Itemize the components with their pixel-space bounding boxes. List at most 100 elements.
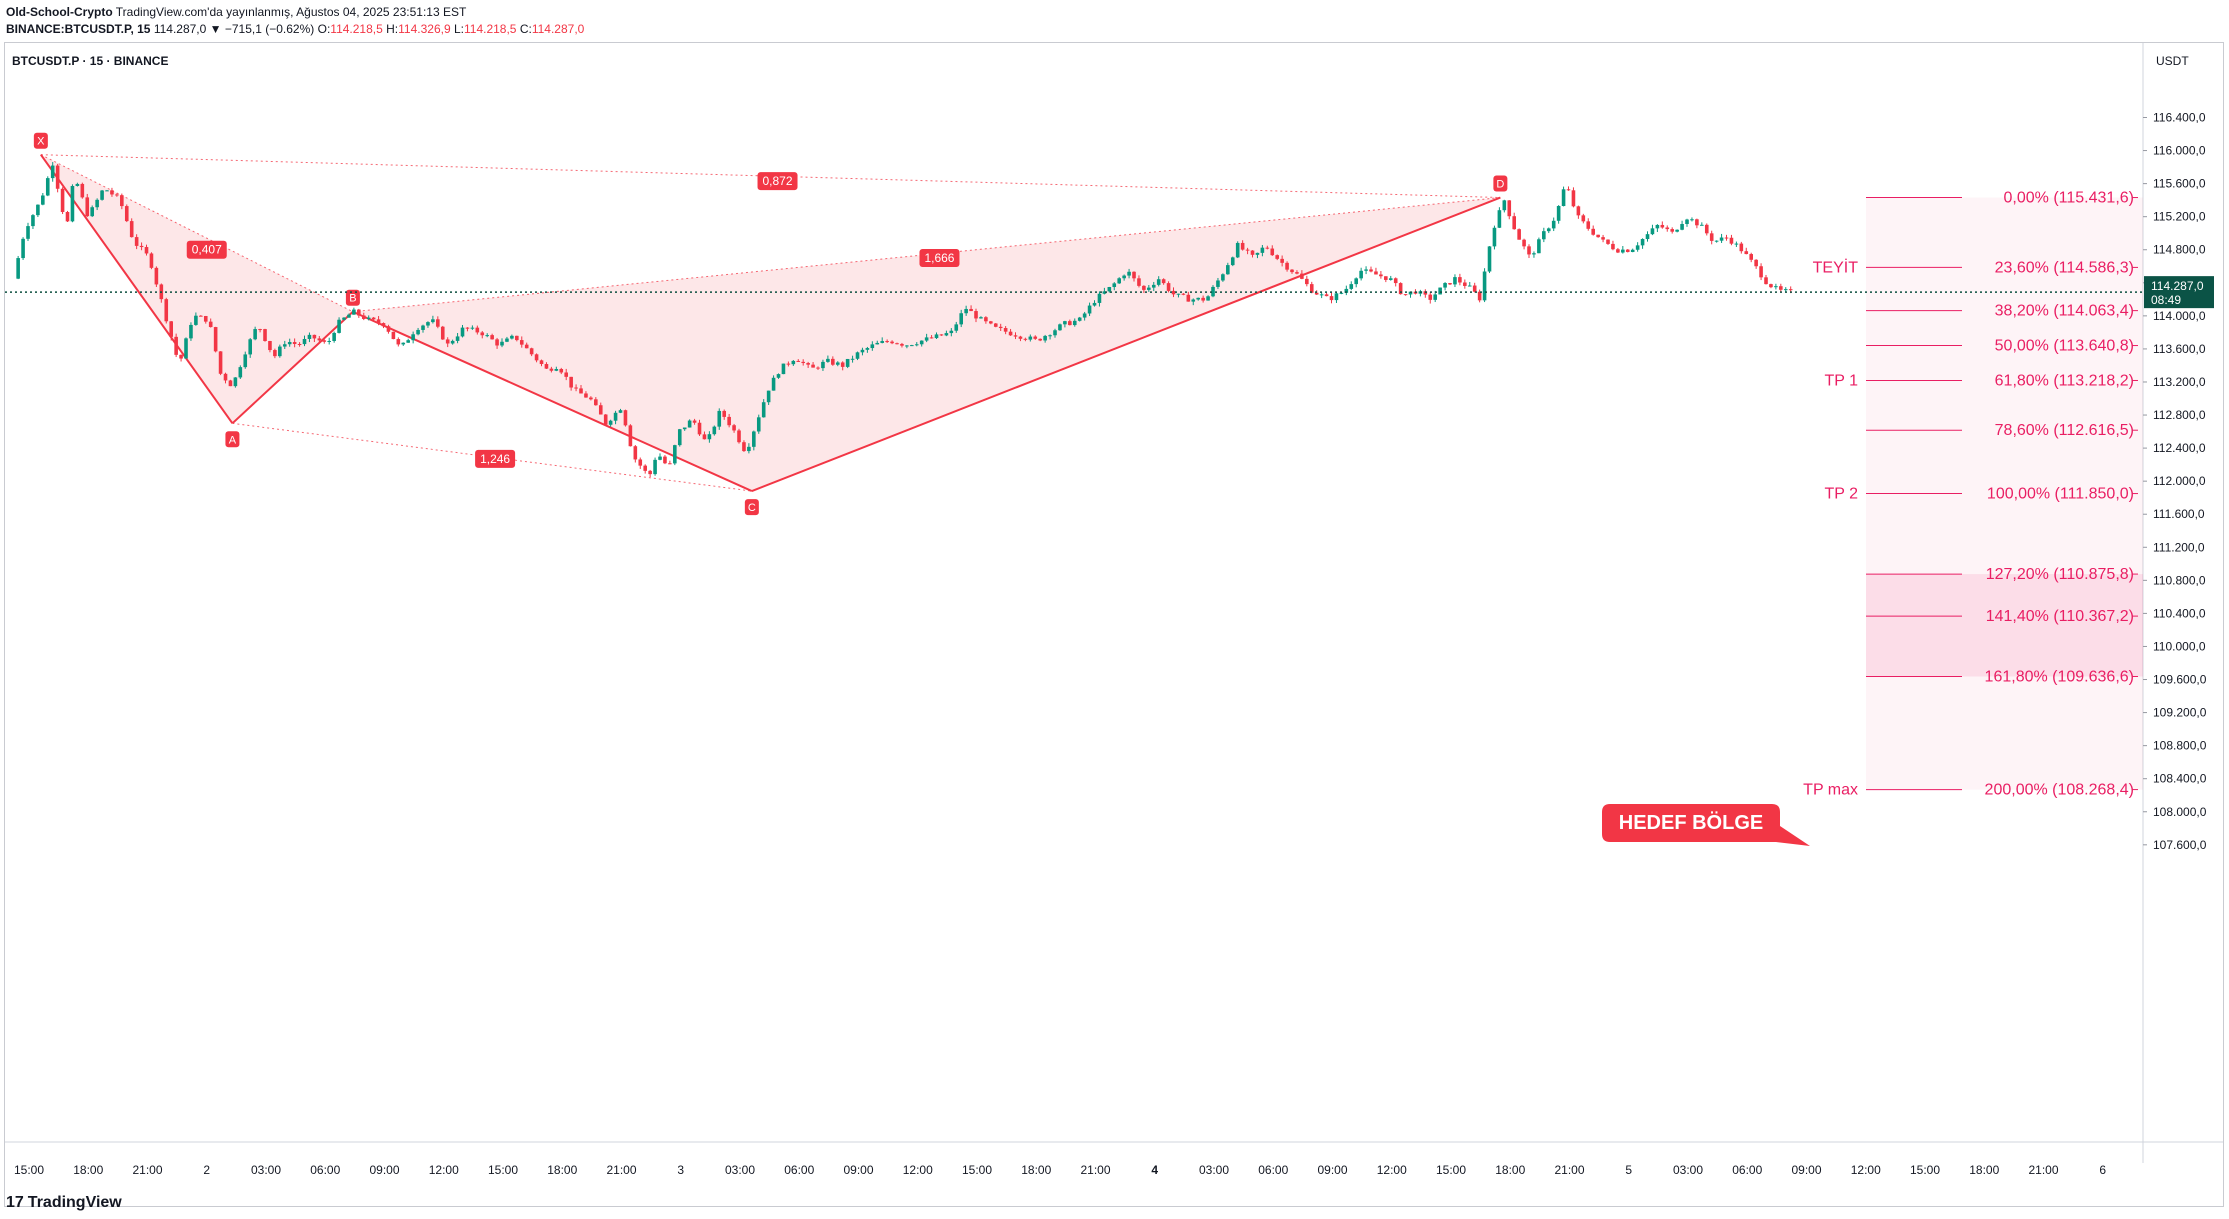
bull-candle bbox=[905, 345, 909, 349]
candle-body bbox=[1211, 286, 1215, 297]
candle-body bbox=[589, 397, 593, 400]
fib-level-label: 23,60% (114.586,3) bbox=[1995, 259, 2134, 276]
price-tick-label: 108.400,0 bbox=[2153, 772, 2207, 786]
bear-candle bbox=[144, 244, 149, 256]
candle-body bbox=[1191, 299, 1196, 302]
bull-candle bbox=[1107, 286, 1112, 293]
candle-body bbox=[1329, 296, 1334, 301]
bull-candle bbox=[1690, 217, 1694, 222]
candle-body bbox=[505, 338, 509, 342]
bull-candle bbox=[233, 377, 238, 388]
candle-body bbox=[564, 372, 568, 377]
bull-candle bbox=[1156, 276, 1161, 287]
candle-body bbox=[1398, 283, 1403, 295]
candle-body bbox=[747, 446, 751, 452]
bull-candle bbox=[1700, 222, 1704, 226]
candle-body bbox=[1369, 269, 1373, 272]
candle-body bbox=[1082, 313, 1087, 318]
author-name[interactable]: Old-School-Crypto bbox=[6, 5, 113, 19]
price-tick-label: 114.800,0 bbox=[2153, 243, 2206, 257]
bear-candle bbox=[584, 391, 588, 398]
candle-body bbox=[1630, 249, 1635, 253]
fib-level: 61,80% (113.218,2) TP 1 bbox=[1825, 372, 2138, 389]
candle-body bbox=[1314, 292, 1319, 295]
bear-candle bbox=[297, 342, 302, 347]
current-price-badge: 114.287,008:49 bbox=[2144, 276, 2214, 309]
candle-body bbox=[1092, 302, 1097, 306]
candle-body bbox=[1571, 190, 1576, 207]
candle-body bbox=[648, 470, 652, 475]
candle-body bbox=[149, 253, 154, 268]
candle-body bbox=[1053, 330, 1057, 336]
bull-candle bbox=[653, 457, 657, 476]
bull-candle bbox=[1492, 225, 1497, 250]
candle-body bbox=[401, 342, 406, 345]
candle-body bbox=[1097, 293, 1102, 303]
candle-body bbox=[65, 211, 70, 222]
bear-candle bbox=[490, 333, 494, 340]
bull-candle bbox=[282, 340, 287, 350]
bull-candle bbox=[1438, 287, 1442, 295]
candle-body bbox=[480, 332, 485, 336]
candle-body bbox=[539, 360, 544, 365]
bull-candle bbox=[1734, 241, 1739, 247]
close-label: C: bbox=[519, 22, 532, 36]
bear-candle bbox=[440, 325, 445, 340]
currency-label[interactable]: USDT bbox=[2156, 54, 2189, 68]
bear-candle bbox=[208, 318, 213, 328]
time-tick-label: 09:00 bbox=[843, 1163, 873, 1177]
tradingview-logo[interactable]: 17 TradingView bbox=[6, 1194, 122, 1212]
bull-candle bbox=[1176, 293, 1181, 298]
candle-body bbox=[21, 238, 25, 259]
candle-body bbox=[1537, 239, 1541, 254]
bull-candle bbox=[337, 317, 341, 334]
candle-body bbox=[692, 420, 697, 423]
bull-candle bbox=[712, 425, 717, 436]
close-value: 114.287,0 bbox=[531, 22, 585, 36]
fib-level-label: 100,00% (111.850,0) bbox=[1987, 486, 2134, 503]
bear-candle bbox=[1660, 221, 1665, 229]
candle-body bbox=[697, 422, 702, 435]
bull-candle bbox=[776, 373, 781, 379]
fib-level-label: 161,80% (109.636,6) bbox=[1985, 668, 2134, 685]
pattern-point-b: B bbox=[345, 289, 360, 306]
time-tick-label: 18:00 bbox=[1969, 1163, 1999, 1177]
bear-candle bbox=[1709, 230, 1714, 245]
ratio-value: 0,407 bbox=[192, 243, 222, 257]
candle-body bbox=[1127, 271, 1131, 276]
bull-candle bbox=[26, 222, 30, 242]
bull-candle bbox=[1334, 291, 1339, 304]
bull-candle bbox=[1546, 227, 1551, 234]
bear-candle bbox=[1186, 291, 1191, 302]
bull-candle bbox=[90, 205, 94, 218]
time-tick-label: 18:00 bbox=[1021, 1163, 1051, 1177]
candle-body bbox=[984, 317, 988, 322]
time-tick-label: 15:00 bbox=[1910, 1163, 1940, 1177]
candle-body bbox=[1561, 189, 1566, 207]
bull-candle bbox=[870, 341, 875, 351]
bear-candle bbox=[292, 338, 297, 348]
bull-candle bbox=[1063, 320, 1067, 328]
ratio-badge: 0,872 bbox=[757, 172, 798, 191]
bull-candle bbox=[194, 312, 198, 326]
candle-body bbox=[460, 327, 465, 337]
bear-candle bbox=[1393, 277, 1398, 287]
bear-candle bbox=[564, 368, 568, 381]
open-value: 114.218,5 bbox=[330, 22, 383, 36]
candle-body bbox=[1463, 282, 1467, 286]
bull-candle bbox=[1453, 274, 1457, 287]
candle-body bbox=[608, 420, 613, 425]
bear-candle bbox=[258, 328, 262, 333]
point-badge bbox=[345, 289, 360, 306]
bear-candle bbox=[939, 334, 944, 336]
candle-body bbox=[559, 369, 564, 373]
price-tick-label: 108.000,0 bbox=[2153, 805, 2207, 819]
ratio-badge: 0,407 bbox=[186, 240, 227, 259]
bear-candle bbox=[1329, 292, 1334, 304]
ratio-badge-bg bbox=[757, 172, 798, 191]
candle-body bbox=[411, 334, 415, 341]
bear-candle bbox=[1739, 241, 1744, 254]
candle-body bbox=[1458, 277, 1462, 283]
candle-body bbox=[426, 322, 430, 326]
